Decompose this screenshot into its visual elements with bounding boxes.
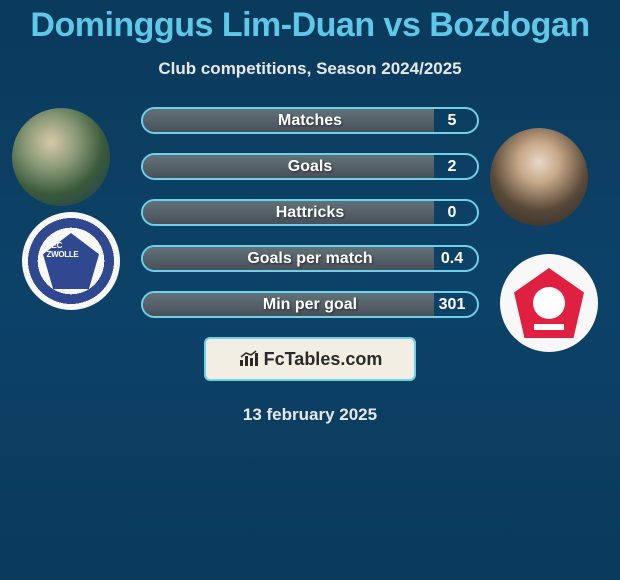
- date: 13 february 2025: [0, 405, 620, 425]
- stat-label: Min per goal: [193, 296, 427, 314]
- page-title: Dominggus Lim-Duan vs Bozdogan: [0, 0, 620, 45]
- stat-right-value: 2: [427, 158, 477, 176]
- club-1-logo: [22, 212, 120, 310]
- stat-label: Matches: [193, 112, 427, 130]
- brand-box[interactable]: FcTables.com: [204, 337, 416, 381]
- subtitle: Club competitions, Season 2024/2025: [0, 59, 620, 79]
- stat-right-value: 0: [427, 204, 477, 222]
- stat-row-mpg: Min per goal 301: [141, 291, 479, 318]
- stat-row-matches: Matches 5: [141, 107, 479, 134]
- stat-right-value: 301: [427, 296, 477, 314]
- brand-text: FcTables.com: [264, 349, 383, 370]
- stat-label: Goals per match: [193, 250, 427, 268]
- stat-label: Hattricks: [193, 204, 427, 222]
- stat-row-gpm: Goals per match 0.4: [141, 245, 479, 272]
- stat-right-value: 5: [427, 112, 477, 130]
- player-1-avatar: [12, 108, 110, 206]
- stat-right-value: 0.4: [427, 250, 477, 268]
- stats-container: Matches 5 Goals 2 Hattricks 0 Goals per …: [141, 107, 479, 318]
- stat-row-goals: Goals 2: [141, 153, 479, 180]
- chart-icon: [238, 350, 260, 368]
- stat-row-hattricks: Hattricks 0: [141, 199, 479, 226]
- stat-label: Goals: [193, 158, 427, 176]
- player-2-avatar: [490, 128, 588, 226]
- club-2-logo: [500, 254, 598, 352]
